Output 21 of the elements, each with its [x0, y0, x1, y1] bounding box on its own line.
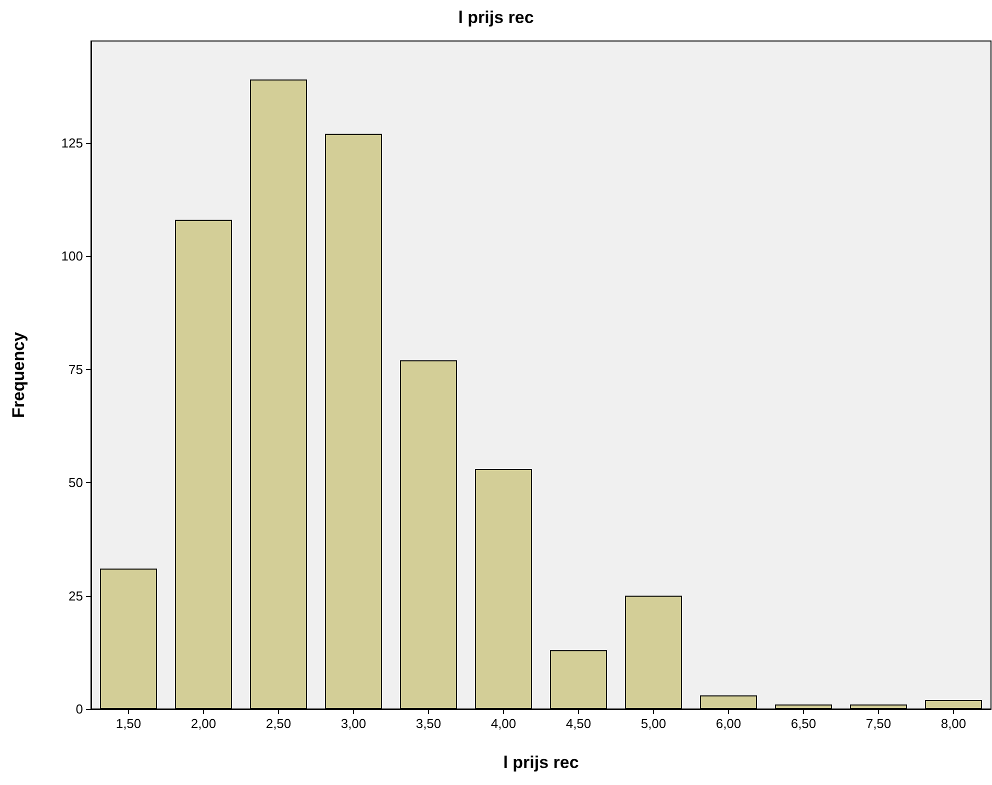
- x-tick-label: 2,00: [190, 716, 216, 731]
- x-tick-label: 2,50: [266, 716, 292, 731]
- x-tick-label: 4,50: [566, 716, 592, 731]
- y-tick-label: 25: [68, 588, 83, 604]
- x-tick-label: 6,50: [790, 716, 816, 731]
- x-tick-label: 8,00: [940, 716, 966, 731]
- x-tick-label: 4,00: [490, 716, 516, 731]
- y-tick-label: 50: [68, 475, 83, 490]
- y-tick-label: 0: [76, 702, 83, 716]
- y-tick-label: 75: [68, 362, 83, 377]
- chart-title: l prijs rec: [458, 8, 534, 27]
- y-axis-title: Frequency: [9, 331, 28, 418]
- x-tick-label: 1,50: [116, 716, 142, 731]
- x-tick-label: 3,00: [340, 716, 366, 731]
- y-tick-label: 125: [61, 135, 83, 150]
- x-tick-label: 5,00: [640, 716, 666, 731]
- y-tick-label: 100: [61, 248, 83, 264]
- x-tick-label: 3,50: [416, 716, 442, 731]
- x-tick-label: 7,50: [866, 716, 892, 731]
- x-tick-label: 6,00: [716, 716, 742, 731]
- x-axis-title: l prijs rec: [503, 753, 579, 772]
